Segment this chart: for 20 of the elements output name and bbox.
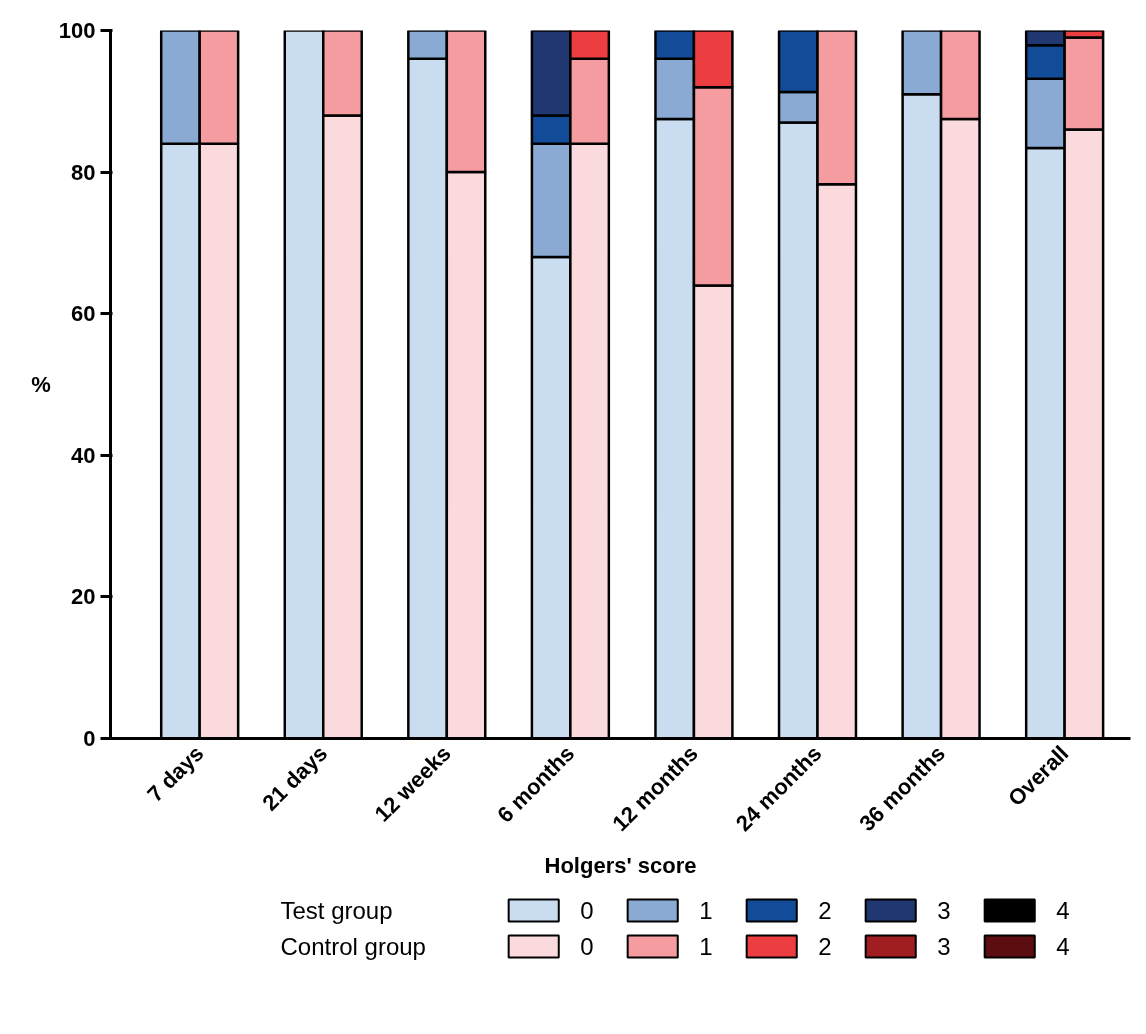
x-axis-title: Holgers' score: [544, 852, 697, 878]
legend-label: 2: [818, 897, 832, 924]
legend-label: 1: [699, 933, 713, 960]
y-tick-label: 20: [71, 584, 96, 610]
y-tick-label: 100: [58, 18, 96, 43]
y-tick-label: 40: [71, 442, 96, 468]
y-tick-label: 80: [71, 159, 96, 185]
legend-label: 0: [580, 897, 594, 924]
text: Control group: [280, 933, 426, 960]
legend-label: 2: [818, 933, 832, 960]
legend-label: 1: [699, 897, 713, 924]
y-axis-title: %: [31, 372, 51, 397]
legend-label: 4: [1056, 933, 1070, 960]
y-tick-label: 0: [83, 726, 96, 751]
legend-label: 3: [937, 933, 951, 960]
legend-label: 3: [937, 897, 951, 924]
y-tick-label: 60: [71, 301, 96, 327]
legend-label: 0: [580, 933, 594, 960]
legend-label: 4: [1056, 897, 1070, 924]
text: Test group: [280, 897, 393, 924]
